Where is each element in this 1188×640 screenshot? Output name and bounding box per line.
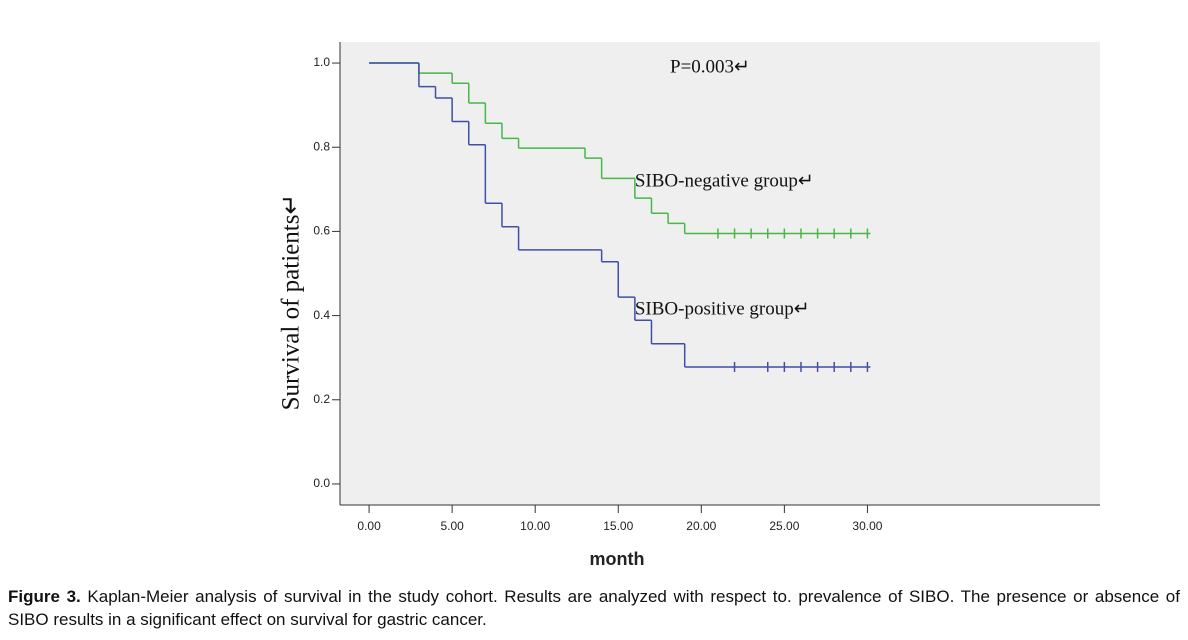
y-tick-label: 0.6	[313, 224, 330, 238]
x-tick-label: 10.00	[520, 519, 550, 533]
series-label: SIBO-negative group↵	[635, 170, 814, 191]
x-tick-label: 30.00	[852, 519, 882, 533]
x-tick-label: 25.00	[769, 519, 799, 533]
x-axis-title: month	[590, 549, 645, 569]
x-tick-label: 0.00	[357, 519, 381, 533]
caption-text: Kaplan-Meier analysis of survival in the…	[8, 587, 1180, 629]
caption-label: Figure 3.	[8, 587, 81, 606]
y-tick-label: 0.2	[313, 392, 330, 406]
y-tick-label: 0.8	[313, 139, 330, 153]
x-tick-label: 5.00	[440, 519, 464, 533]
annotation: P=0.003↵	[670, 56, 750, 77]
y-axis-title: Survival of patients↵	[278, 194, 305, 411]
caption: Figure 3. Kaplan-Meier analysis of survi…	[8, 585, 1180, 631]
x-tick-label: 15.00	[603, 519, 633, 533]
y-tick-label: 1.0	[313, 55, 330, 69]
chart: Survival of patients↵ month P=0.003↵ 0.0…	[278, 42, 1100, 569]
y-tick-label: 0.0	[313, 476, 330, 490]
series-label: SIBO-positive group↵	[635, 298, 810, 319]
plot-background	[340, 42, 1100, 505]
y-tick-label: 0.4	[313, 308, 330, 322]
x-tick-label: 20.00	[686, 519, 716, 533]
